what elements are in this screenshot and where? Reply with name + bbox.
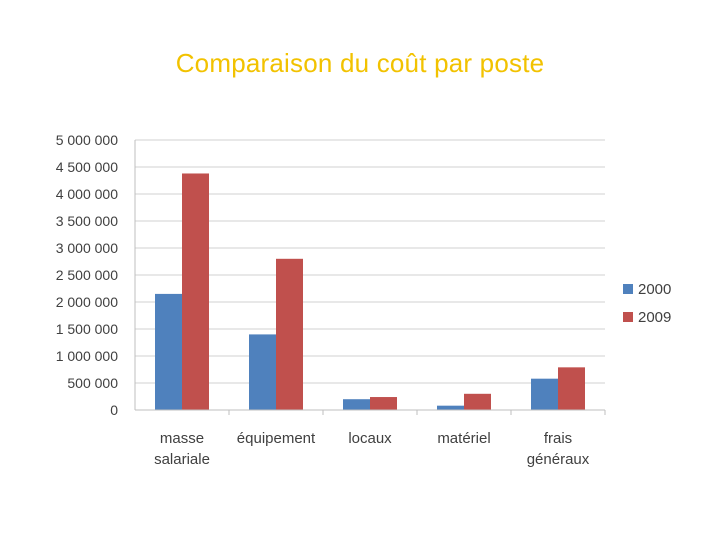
chart-title: Comparaison du coût par poste (175, 48, 545, 78)
bar-2009-4 (558, 367, 585, 410)
y-tick-label: 2 000 000 (56, 294, 118, 310)
bar-2009-0 (182, 173, 209, 410)
x-category-label: frais généraux (527, 430, 590, 468)
x-axis-categories: masse salariale équipement locaux matériel fr… (154, 430, 590, 468)
bar-2009-3 (464, 393, 491, 410)
y-tick-label: 4 000 000 (56, 186, 118, 202)
bar-2009-2 (370, 397, 397, 410)
x-category-label-line: équipement (237, 430, 316, 447)
y-tick-label: 1 000 000 (56, 348, 118, 364)
x-category-label-line: salariale (154, 451, 210, 468)
bar-2000-1 (249, 334, 276, 410)
y-tick-label: 1 500 000 (56, 321, 118, 337)
legend-label-2009: 2009 (638, 309, 671, 326)
legend-swatch-2000 (623, 284, 633, 294)
x-category-label: matériel (437, 430, 490, 447)
x-category-label: masse salariale (154, 430, 210, 468)
x-category-label-line: généraux (527, 451, 590, 468)
y-tick-label: 500 000 (67, 375, 118, 391)
y-tick-label: 2 500 000 (56, 267, 118, 283)
y-axis-ticks: 0 500 000 1 000 000 1 500 000 2 000 000 2 500… (56, 132, 119, 418)
y-tick-label: 3 000 000 (56, 240, 118, 256)
legend-label-2000: 2000 (638, 281, 671, 298)
y-tick-label: 3 500 000 (56, 213, 118, 229)
y-tick-label: 4 500 000 (56, 159, 118, 175)
x-category-label: équipement (237, 430, 316, 447)
x-category-label: locaux (348, 430, 392, 447)
y-tick-label: 0 (110, 402, 118, 418)
x-category-label-line: frais (544, 430, 572, 447)
legend: 2000 2009 (623, 281, 671, 326)
bar-2009-1 (276, 258, 303, 410)
x-category-label-line: locaux (348, 430, 392, 447)
bar-2000-2 (343, 399, 370, 410)
bars (155, 173, 585, 410)
bar-2000-4 (531, 378, 558, 410)
legend-swatch-2009 (623, 312, 633, 322)
axes (134, 140, 606, 415)
y-tick-label: 5 000 000 (56, 132, 118, 148)
bar-2000-3 (437, 405, 464, 410)
bar-2000-0 (155, 293, 182, 410)
x-category-label-line: matériel (437, 430, 490, 447)
x-category-label-line: masse (160, 430, 204, 447)
gridlines (135, 139, 605, 384)
